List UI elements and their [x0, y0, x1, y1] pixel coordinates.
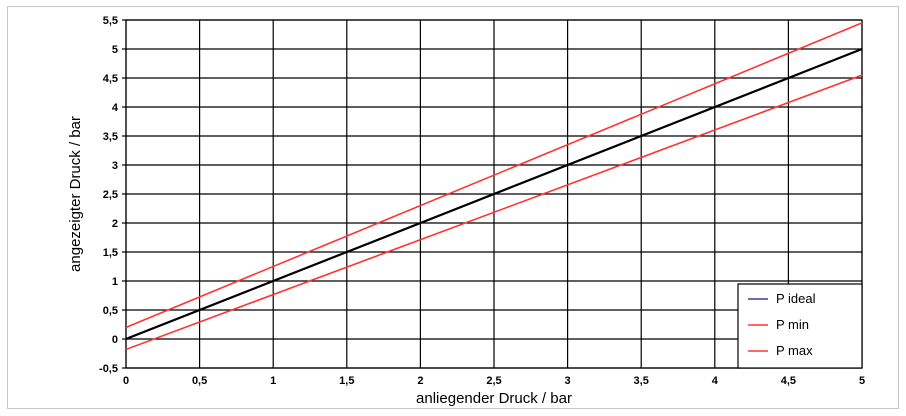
x-tick-label: 0,5	[192, 375, 207, 387]
y-tick-label: 3	[112, 160, 118, 172]
y-tick-label: 5,5	[103, 15, 118, 27]
legend-label: P ideal	[776, 291, 816, 306]
series-lines	[125, 22, 863, 351]
y-tick-label: 4,5	[103, 73, 118, 85]
chart-frame	[7, 6, 899, 409]
x-tick-label: 2,5	[486, 375, 501, 387]
y-tick-label: 0	[112, 334, 118, 346]
y-tick-label: 5	[112, 44, 118, 56]
y-tick-label: 2,5	[103, 189, 118, 201]
y-tick-label: 1,5	[103, 247, 118, 259]
x-tick-label: 4,5	[781, 375, 796, 387]
tick-labels: 0 0,5 1 1,5 2 2,5 3 3,5 4 4,5 5 -0,5 0 0,5 1 1,5 2 2,5 3 3,…	[99, 15, 865, 387]
x-tick-label: 3,5	[634, 375, 649, 387]
series-line-p-max	[125, 22, 863, 329]
x-tick-label: 1	[270, 375, 276, 387]
x-tick-label: 5	[859, 375, 865, 387]
x-tick-label: 0	[123, 375, 129, 387]
y-tick-label: 3,5	[103, 131, 118, 143]
x-tick-label: 3	[565, 375, 571, 387]
legend-box	[737, 283, 863, 369]
y-tick-label: 0,5	[103, 305, 118, 317]
series-line-p-ideal	[125, 47, 863, 341]
y-axis-label: angezeigter Druck / bar	[67, 116, 84, 272]
series-line-p-min	[125, 74, 863, 351]
y-tick-label: -0,5	[99, 363, 118, 375]
x-tick-label: 1,5	[339, 375, 354, 387]
x-tick-label: 2	[417, 375, 423, 387]
plot-area	[125, 19, 863, 369]
x-tick-label: 4	[712, 375, 719, 387]
y-tick-label: 2	[112, 218, 118, 230]
legend: P ideal P min P max	[737, 283, 863, 369]
y-tick-label: 1	[112, 276, 118, 288]
legend-label: P min	[776, 317, 809, 332]
legend-label: P max	[776, 343, 813, 358]
y-tick-label: 4	[112, 102, 119, 114]
x-axis-label: anliegender Druck / bar	[416, 390, 572, 407]
